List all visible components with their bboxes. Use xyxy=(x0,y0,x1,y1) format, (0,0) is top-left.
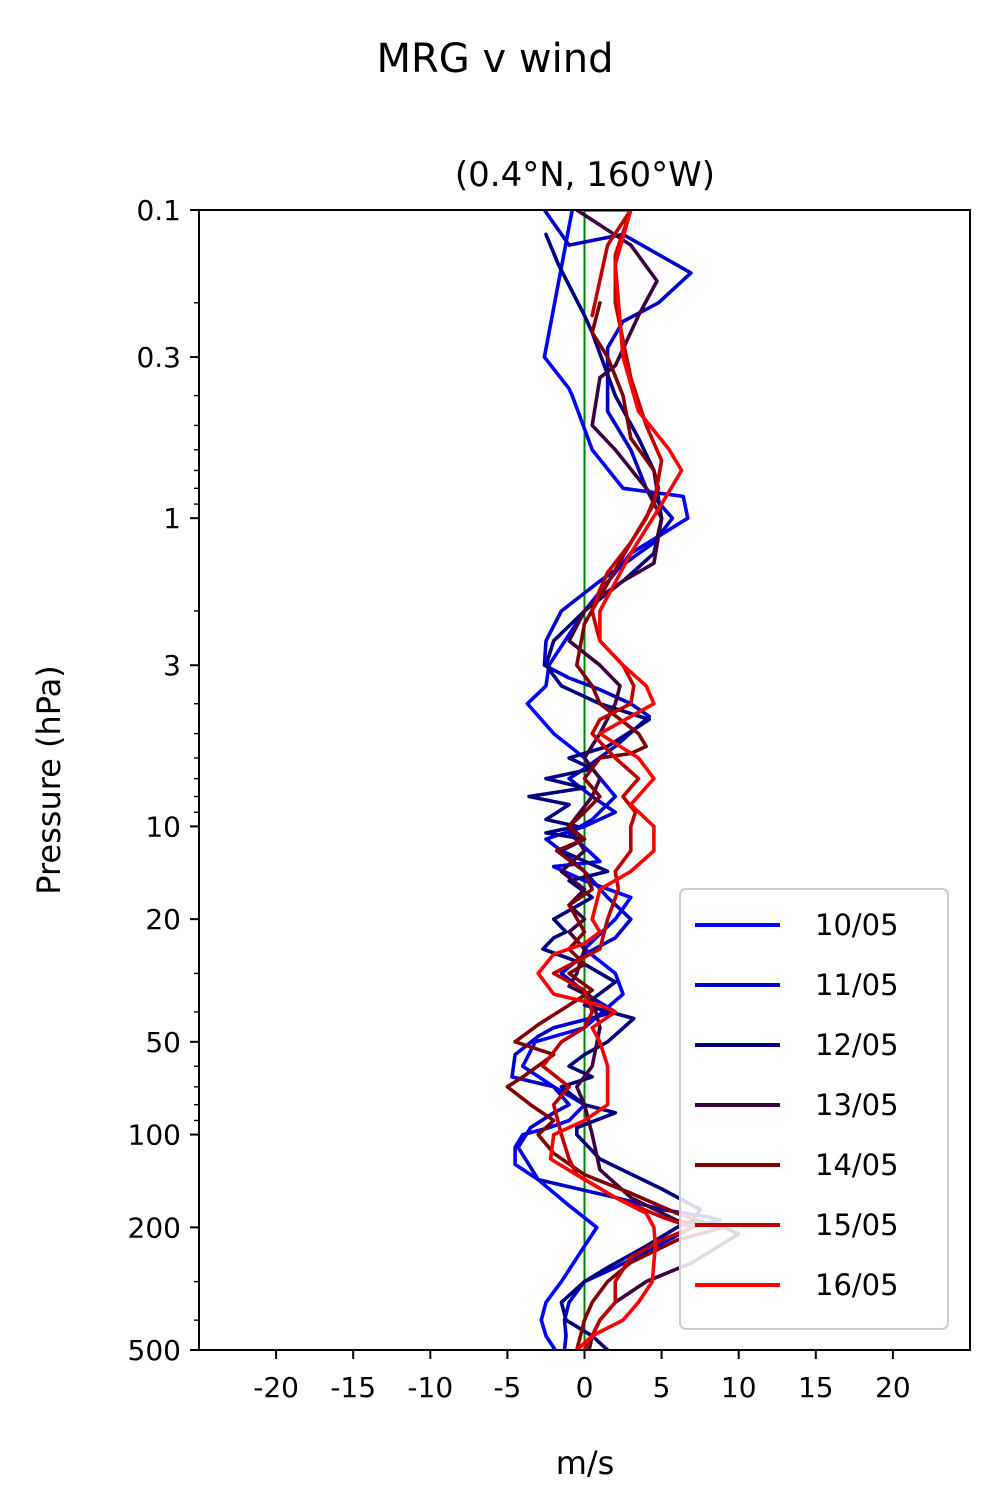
legend-label: 11/05 xyxy=(815,968,899,1002)
x-tick-label: -20 xyxy=(253,1371,299,1404)
y-axis-ticks: 0.1 0.3 1 3 10 20 50 100 200 500 xyxy=(128,194,199,1367)
legend-label: 16/05 xyxy=(815,1268,899,1302)
series-line-15-05 xyxy=(541,210,695,1350)
x-tick-label: 0 xyxy=(576,1371,594,1404)
legend-box xyxy=(679,888,949,1330)
legend-label: 14/05 xyxy=(815,1148,899,1182)
legend-label: 13/05 xyxy=(815,1088,899,1122)
x-tick-label: -10 xyxy=(407,1371,453,1404)
x-tick-label: -5 xyxy=(493,1371,521,1404)
y-tick-label: 0.3 xyxy=(136,341,181,374)
x-axis-label: m/s xyxy=(556,1444,615,1482)
x-axis-ticks: -20 -15 -10 -5 0 5 10 15 20 xyxy=(253,1350,911,1404)
legend-label: 10/05 xyxy=(815,908,899,942)
y-tick-label: 20 xyxy=(145,903,181,936)
series-line-14-05 xyxy=(505,301,726,1350)
y-tick-label: 10 xyxy=(145,810,181,843)
x-tick-label: 20 xyxy=(875,1371,911,1404)
legend: 10/05 11/05 12/05 13/05 14/05 15/05 16/05 xyxy=(679,888,949,1330)
y-tick-label: 50 xyxy=(145,1026,181,1059)
x-tick-label: 15 xyxy=(798,1371,834,1404)
plot-area xyxy=(505,210,741,1350)
y-tick-label: 1 xyxy=(163,502,181,535)
y-tick-label: 500 xyxy=(128,1334,181,1367)
series-group xyxy=(505,210,741,1350)
series-line-16-05 xyxy=(536,210,684,1350)
x-tick-label: 5 xyxy=(653,1371,671,1404)
x-tick-label: -15 xyxy=(330,1371,376,1404)
legend-label: 12/05 xyxy=(815,1028,899,1062)
y-tick-label: 100 xyxy=(128,1119,181,1152)
axes-title: (0.4°N, 160°W) xyxy=(455,155,715,195)
figure-suptitle: MRG v wind xyxy=(377,36,614,82)
y-axis-label: Pressure (hPa) xyxy=(30,665,68,895)
x-tick-label: 10 xyxy=(721,1371,757,1404)
y-tick-label: 200 xyxy=(128,1211,181,1244)
legend-label: 15/05 xyxy=(815,1208,899,1242)
y-tick-label: 0.1 xyxy=(136,194,181,227)
y-tick-label: 3 xyxy=(163,649,181,682)
